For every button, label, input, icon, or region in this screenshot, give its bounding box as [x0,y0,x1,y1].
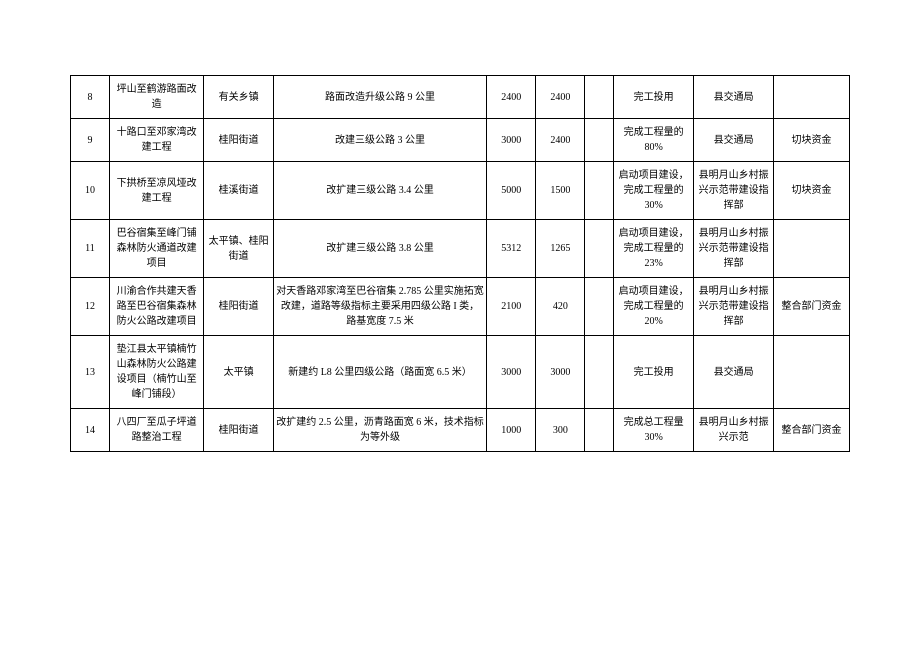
cell-blank [585,336,614,409]
cell-num2: 3000 [536,336,585,409]
cell-idx: 13 [71,336,110,409]
cell-dept: 县明月山乡村振兴示范带建设指挥部 [694,162,774,220]
cell-stat: 启动项目建设，完成工程量的 23% [614,220,694,278]
cell-blank [585,119,614,162]
cell-fund: 整合部门资金 [774,278,850,336]
cell-dept: 县交通局 [694,336,774,409]
cell-num1: 2100 [487,278,536,336]
cell-desc: 改扩建三级公路 3.4 公里 [273,162,486,220]
cell-stat: 完成总工程量30% [614,409,694,452]
cell-num1: 2400 [487,76,536,119]
cell-desc: 路面改造升级公路 9 公里 [273,76,486,119]
cell-stat: 启动项目建设，完成工程量的 30% [614,162,694,220]
cell-loc: 太平镇、桂阳街道 [204,220,274,278]
cell-blank [585,220,614,278]
cell-num2: 2400 [536,76,585,119]
cell-name: 十路口至邓家湾改建工程 [109,119,203,162]
cell-num1: 1000 [487,409,536,452]
cell-num1: 5312 [487,220,536,278]
table-row: 14八四厂至瓜子坪道路整治工程桂阳街道改扩建约 2.5 公里，沥青路面宽 6 米… [71,409,850,452]
cell-fund [774,220,850,278]
cell-fund [774,336,850,409]
cell-blank [585,76,614,119]
table-row: 11巴谷宿集至峰门铺森林防火通道改建项目太平镇、桂阳街道改扩建三级公路 3.8 … [71,220,850,278]
cell-idx: 11 [71,220,110,278]
cell-desc: 改扩建三级公路 3.8 公里 [273,220,486,278]
cell-blank [585,162,614,220]
cell-desc: 改扩建约 2.5 公里，沥青路面宽 6 米，技术指标为等外级 [273,409,486,452]
cell-stat: 启动项目建设，完成工程量的 20% [614,278,694,336]
cell-num2: 1265 [536,220,585,278]
cell-stat: 完工投用 [614,336,694,409]
cell-num1: 3000 [487,119,536,162]
cell-name: 下拱桥至凉风垭改建工程 [109,162,203,220]
cell-blank [585,409,614,452]
cell-num1: 5000 [487,162,536,220]
cell-loc: 太平镇 [204,336,274,409]
cell-num1: 3000 [487,336,536,409]
cell-fund: 整合部门资金 [774,409,850,452]
cell-dept: 县交通局 [694,119,774,162]
table-row: 9十路口至邓家湾改建工程桂阳街道改建三级公路 3 公里30002400 完成工程量… [71,119,850,162]
cell-name: 坪山至鹤游路面改造 [109,76,203,119]
table-row: 13垫江县太平镇楠竹山森林防火公路建设项目（楠竹山至峰门铺段）太平镇新建约 L8… [71,336,850,409]
table-row: 12川渝合作共建天香路至巴谷宿集森林防火公路改建项目桂阳街道对天香路邓家湾至巴谷… [71,278,850,336]
cell-name: 八四厂至瓜子坪道路整治工程 [109,409,203,452]
cell-idx: 8 [71,76,110,119]
cell-fund: 切块资金 [774,162,850,220]
cell-fund: 切块资金 [774,119,850,162]
cell-idx: 9 [71,119,110,162]
cell-name: 巴谷宿集至峰门铺森林防火通道改建项目 [109,220,203,278]
cell-blank [585,278,614,336]
table-row: 10下拱桥至凉风垭改建工程桂溪街道改扩建三级公路 3.4 公里50001500 启… [71,162,850,220]
project-table: 8坪山至鹤游路面改造有关乡镇路面改造升级公路 9 公里24002400完工投用县… [70,75,850,452]
cell-dept: 县交通局 [694,76,774,119]
cell-dept: 县明月山乡村振兴示范 [694,409,774,452]
cell-num2: 1500 [536,162,585,220]
cell-name: 川渝合作共建天香路至巴谷宿集森林防火公路改建项目 [109,278,203,336]
cell-idx: 14 [71,409,110,452]
cell-fund [774,76,850,119]
cell-num2: 420 [536,278,585,336]
cell-loc: 桂阳街道 [204,409,274,452]
table-body: 8坪山至鹤游路面改造有关乡镇路面改造升级公路 9 公里24002400完工投用县… [71,76,850,452]
cell-name: 垫江县太平镇楠竹山森林防火公路建设项目（楠竹山至峰门铺段） [109,336,203,409]
cell-desc: 新建约 L8 公里四级公路（路面宽 6.5 米） [273,336,486,409]
cell-desc: 对天香路邓家湾至巴谷宿集 2.785 公里实施拓宽改建，道路等级指标主要采用四级… [273,278,486,336]
cell-dept: 县明月山乡村振兴示范带建设指挥部 [694,278,774,336]
cell-stat: 完工投用 [614,76,694,119]
cell-idx: 12 [71,278,110,336]
cell-num2: 2400 [536,119,585,162]
cell-loc: 桂阳街道 [204,278,274,336]
table-row: 8坪山至鹤游路面改造有关乡镇路面改造升级公路 9 公里24002400完工投用县… [71,76,850,119]
cell-loc: 桂阳街道 [204,119,274,162]
cell-stat: 完成工程量的80% [614,119,694,162]
cell-loc: 桂溪街道 [204,162,274,220]
cell-loc: 有关乡镇 [204,76,274,119]
cell-num2: 300 [536,409,585,452]
cell-idx: 10 [71,162,110,220]
cell-desc: 改建三级公路 3 公里 [273,119,486,162]
cell-dept: 县明月山乡村振兴示范带建设指挥部 [694,220,774,278]
